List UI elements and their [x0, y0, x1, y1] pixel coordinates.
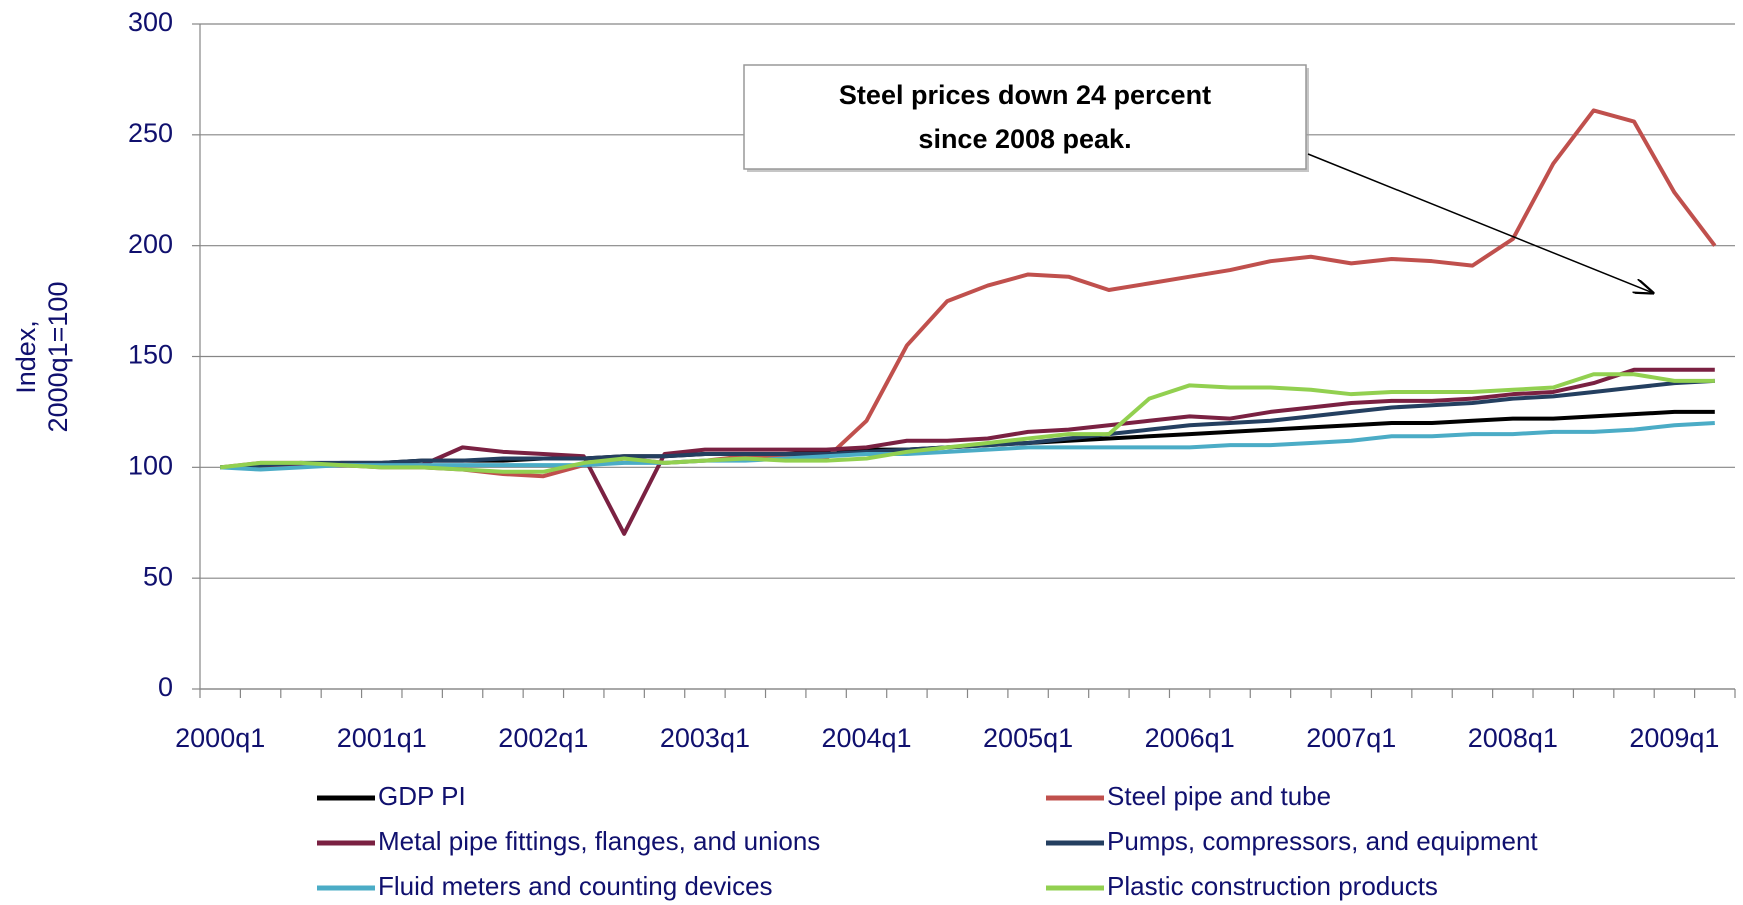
y-tick-label: 50 [143, 561, 173, 591]
legend-label: Metal pipe fittings, flanges, and unions [378, 826, 820, 856]
annotation-arrow [1307, 153, 1653, 293]
y-tick-label: 150 [128, 340, 173, 370]
x-tick-label: 2001q1 [337, 723, 427, 753]
legend-label: Steel pipe and tube [1107, 781, 1331, 811]
x-tick-label: 2004q1 [821, 723, 911, 753]
x-tick-label: 2009q1 [1629, 723, 1719, 753]
y-axis-label: 2000q1=100 [43, 282, 73, 433]
x-tick-label: 2000q1 [175, 723, 265, 753]
legend-label: Pumps, compressors, and equipment [1107, 826, 1538, 856]
legend-label: GDP PI [378, 781, 466, 811]
y-tick-label: 250 [128, 118, 173, 148]
annotation-text: Steel prices down 24 percent [839, 80, 1211, 110]
legend-label: Fluid meters and counting devices [378, 871, 773, 901]
x-tick-label: 2006q1 [1145, 723, 1235, 753]
y-tick-label: 0 [158, 672, 173, 702]
legend: GDP PI Steel pipe and tube Metal pipe fitt… [317, 781, 1538, 901]
lines [219, 108, 1717, 536]
x-tick-label: 2007q1 [1306, 723, 1396, 753]
annotation-text: since 2008 peak. [918, 124, 1131, 154]
x-tick-label: 2008q1 [1468, 723, 1558, 753]
series-line [219, 372, 1715, 474]
y-tick-label: 300 [128, 7, 173, 37]
grid: 0 50 100 150 200 250 300 2000q1 2001q1 2002q1 2003… [128, 7, 1736, 753]
y-axis-label: Index, [11, 320, 41, 394]
x-tick-label: 2005q1 [983, 723, 1073, 753]
y-tick-label: 100 [128, 450, 173, 480]
series-line [220, 367, 1715, 536]
x-tick-label: 2002q1 [498, 723, 588, 753]
annotation-box [743, 64, 1307, 170]
x-tick-label: 2003q1 [660, 723, 750, 753]
legend-label: Plastic construction products [1107, 871, 1438, 901]
y-tick-label: 200 [128, 229, 173, 259]
annotation: Steel prices down 24 percent since 2008 … [743, 64, 1653, 293]
series-line [220, 421, 1715, 472]
